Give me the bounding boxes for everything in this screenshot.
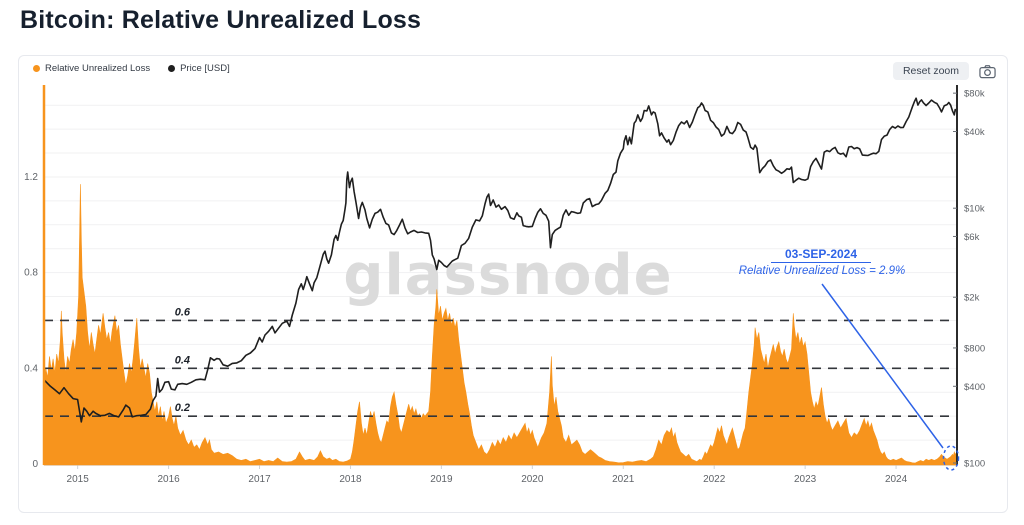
camera-icon[interactable] <box>979 64 996 79</box>
y-right-tick-label: $10k <box>964 204 985 215</box>
price-line-series <box>43 97 958 423</box>
threshold-label: 0.2 <box>175 402 190 414</box>
glassnode-watermark: glassnode <box>343 243 672 308</box>
x-tick-label: 2019 <box>430 474 453 485</box>
y-left-tick-label: 1.2 <box>24 172 38 183</box>
legend-item-rul[interactable]: Relative Unrealized Loss <box>33 63 150 74</box>
legend-dot-black-icon <box>168 65 176 72</box>
x-tick-label: 2021 <box>612 474 635 485</box>
legend-dot-orange-icon <box>33 65 40 72</box>
y-left-tick-label: 0.4 <box>24 363 38 374</box>
y-right-tick-label: $800 <box>964 343 985 354</box>
y-right-tick-label: $40k <box>964 127 985 138</box>
x-tick-label: 2020 <box>521 474 544 485</box>
y-right-tick-label: $6k <box>964 232 980 243</box>
x-tick-label: 2015 <box>67 474 90 485</box>
x-tick-label: 2023 <box>794 474 817 485</box>
x-tick-label: 2022 <box>703 474 726 485</box>
y-left-tick-label: 0 <box>32 459 38 470</box>
page-title: Bitcoin: Relative Unrealized Loss <box>20 6 422 34</box>
annotation-date: 03-SEP-2024 <box>771 247 871 263</box>
reset-zoom-button[interactable]: Reset zoom <box>892 62 969 80</box>
y-right-tick-label: $400 <box>964 382 985 393</box>
threshold-label: 0.4 <box>175 354 190 366</box>
legend: Relative Unrealized Loss Price [USD] <box>33 63 230 74</box>
legend-label-rul: Relative Unrealized Loss <box>45 63 151 74</box>
threshold-label: 0.6 <box>175 306 191 318</box>
y-right-tick-label: $100 <box>964 459 985 470</box>
x-tick-label: 2017 <box>248 474 271 485</box>
legend-label-price: Price [USD] <box>180 63 230 74</box>
y-right-tick-label: $80k <box>964 89 985 100</box>
annotation-ellipse <box>942 445 960 471</box>
x-tick-label: 2024 <box>885 474 908 485</box>
y-right-tick-label: $2k <box>964 293 980 304</box>
x-tick-label: 2018 <box>339 474 362 485</box>
annotation-arrow <box>821 283 944 449</box>
x-tick-label: 2016 <box>157 474 180 485</box>
y-left-tick-label: 0.8 <box>24 268 38 279</box>
annotation-value-text: Relative Unrealized Loss = 2.9% <box>738 265 906 277</box>
legend-item-price[interactable]: Price [USD] <box>168 63 230 74</box>
rul-area-series <box>43 184 958 466</box>
